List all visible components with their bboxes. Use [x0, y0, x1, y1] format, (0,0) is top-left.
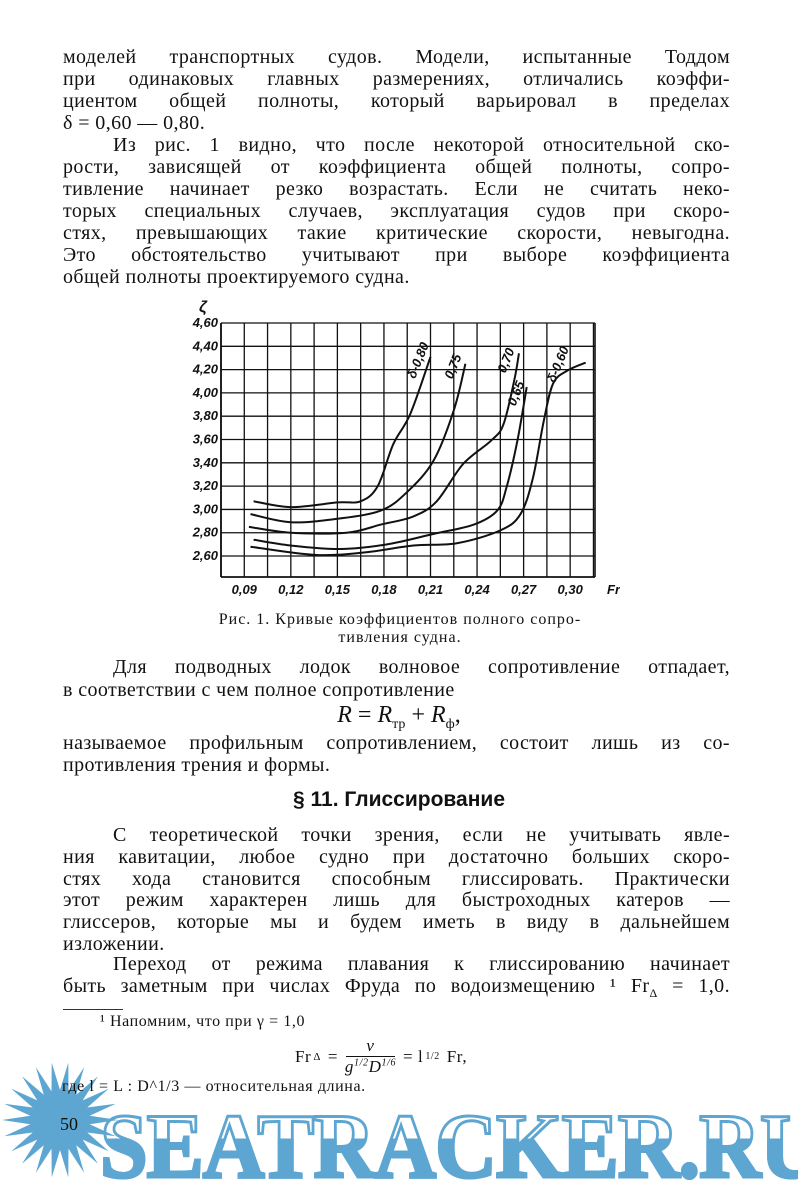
formula-r2-sub: ф	[445, 716, 455, 732]
paragraph2-line: общей полноты проектируемого судна.	[63, 266, 410, 288]
formula-r1-sub: тр	[392, 716, 406, 732]
figure-caption-line-2: тивления судна.	[338, 629, 462, 646]
paragraph3b-line: называемое профильным сопротивлением, со…	[63, 732, 730, 754]
y-tick-label: 2,80	[192, 525, 219, 540]
y-tick-label: 3,40	[193, 455, 219, 470]
paragraph-5-line-1: Переход от режима плавания к глиссирован…	[113, 953, 730, 975]
resistance-coefficient-chart: 2,60 2,80 3,00 3,20 3,40 3,60 3,80 4,00 4,20 4,40…	[192, 300, 620, 597]
x-tick-label: 0,21	[418, 582, 443, 597]
paragraph3-line: в соответствии с чем полное сопротивлени…	[63, 679, 455, 701]
paragraph4-line: С теоретической точки зрения, если не уч…	[113, 824, 730, 846]
fn-fraction: v g1/2D1/6	[345, 1036, 396, 1077]
watermark-logo: SEATRACKER.RU	[99, 1099, 798, 1180]
y-tick-label: 3,00	[193, 501, 219, 516]
fn-rhs-exp: 1/2	[425, 1051, 440, 1062]
x-tick-label: 0,27	[511, 582, 537, 597]
figure-caption-line-1: Рис. 1. Кривые коэффициентов полного соп…	[218, 611, 582, 628]
paragraph3b-line: противления трения и формы.	[63, 754, 331, 776]
curve-4	[250, 361, 587, 557]
fn-g: g	[344, 1057, 355, 1076]
x-tick-label: 0,24	[464, 582, 490, 597]
fn-fr: Fr	[295, 1046, 312, 1066]
x-tick-label: 0,18	[371, 582, 397, 597]
y-tick-label: 3,60	[193, 432, 219, 447]
fn-fr-sub: Δ	[313, 1050, 322, 1063]
y-tick-label: 2,60	[192, 548, 219, 563]
paragraph1-line: моделей транспортных судов. Модели, испы…	[63, 46, 730, 68]
resistance-formula: R = Rтр + Rф,	[0, 702, 798, 733]
curve-3	[253, 386, 528, 551]
x-tick-label: 0,09	[232, 582, 258, 597]
paragraph2-line: тивление начинает резко возрастать. Если…	[63, 178, 730, 200]
fn-d-exp: 1/6	[381, 1057, 397, 1069]
curve-1	[250, 363, 467, 524]
formula-r1: R	[377, 702, 393, 728]
paragraph1-line: при одинаковых главных размерениях, отли…	[63, 68, 730, 90]
paragraph4-line: этот режим характерен лишь для быстроход…	[63, 889, 730, 911]
curve-2	[248, 353, 520, 535]
y-tick-label: 3,20	[193, 478, 219, 493]
formula-r: R	[337, 702, 352, 728]
curve-0	[253, 356, 432, 509]
formula-plus: +	[405, 702, 431, 728]
paragraph2-line: Это обстоятельство учитывают при выборе …	[63, 244, 730, 266]
paragraph2-line: торых специальных случаев, эксплуатация …	[63, 200, 730, 222]
formula-tail: ,	[454, 702, 461, 728]
p5-sub: Δ	[649, 986, 658, 1000]
footnote-formula: Fr Δ = v g1/2D1/6 = l 1/2 Fr,	[295, 1036, 467, 1077]
fn-d: D	[368, 1057, 382, 1076]
fn-g-exp: 1/2	[354, 1057, 369, 1069]
fn-rhs-tail: Fr,	[441, 1046, 468, 1066]
formula-eq: =	[351, 702, 378, 728]
x-tick-label: 0,12	[278, 582, 304, 597]
section-heading: § 11. Глиссирование	[293, 788, 505, 811]
paragraph-5-line-2: быть заметным при числах Фруда по водоиз…	[63, 975, 730, 1004]
fn-rhs: = l	[398, 1046, 424, 1066]
p5-tail: = 1,0.	[657, 975, 730, 997]
paragraph3-line: Для подводных лодок волновое сопротивлен…	[113, 656, 730, 678]
paragraph4-line: изложении.	[63, 933, 165, 955]
y-axis-label: ζ	[199, 300, 208, 316]
y-tick-label: 4,60	[192, 315, 219, 330]
fn-numerator: v	[346, 1036, 395, 1057]
paragraph1-line: δ = 0,60 — 0,80.	[63, 112, 206, 134]
page-number: 50	[60, 1114, 78, 1134]
p5-text: быть заметным при числах Фруда по водоиз…	[63, 975, 650, 997]
x-tick-label: 0,30	[558, 582, 584, 597]
x-tick-label: 0,15	[325, 582, 351, 597]
paragraph1-line: циентом общей полноты, который варьирова…	[63, 90, 730, 112]
y-tick-label: 4,00	[192, 385, 219, 400]
x-axis-label: Fr	[607, 582, 620, 597]
paragraph2-line: рости, зависящей от коэффициента общей п…	[63, 156, 730, 178]
curve-label: δ-0,80	[404, 339, 432, 380]
paragraph4-line: глиссеров, которые мы и будем иметь в ви…	[63, 911, 730, 933]
fn-denominator: g1/2D1/6	[345, 1057, 396, 1077]
footnote-line-1: ¹ Напомним, что при γ = 1,0	[100, 1013, 306, 1030]
curve-label: 0,70	[494, 345, 518, 375]
curve-label: δ-0,60	[544, 343, 572, 384]
y-tick-label: 4,20	[192, 362, 219, 377]
y-tick-label: 4,40	[192, 338, 219, 353]
paragraph4-line: ния кавитации, любое судно при достаточн…	[63, 846, 730, 868]
y-tick-label: 3,80	[193, 408, 219, 423]
footnote-rule	[63, 1009, 123, 1010]
footnote-line-3: где l = L : D^1/3 — относительная длина.	[62, 1078, 366, 1095]
paragraph2-line: Из рис. 1 видно, что после некоторой отн…	[113, 134, 730, 156]
watermark-sun-icon	[2, 1062, 118, 1178]
fn-eq: =	[323, 1046, 343, 1066]
formula-r2: R	[430, 702, 446, 728]
curve-label: 0,75	[441, 351, 465, 381]
paragraph2-line: стях, превышающих такие критические скор…	[63, 222, 730, 244]
paragraph4-line: стях хода становится способным глиссиров…	[63, 868, 730, 890]
